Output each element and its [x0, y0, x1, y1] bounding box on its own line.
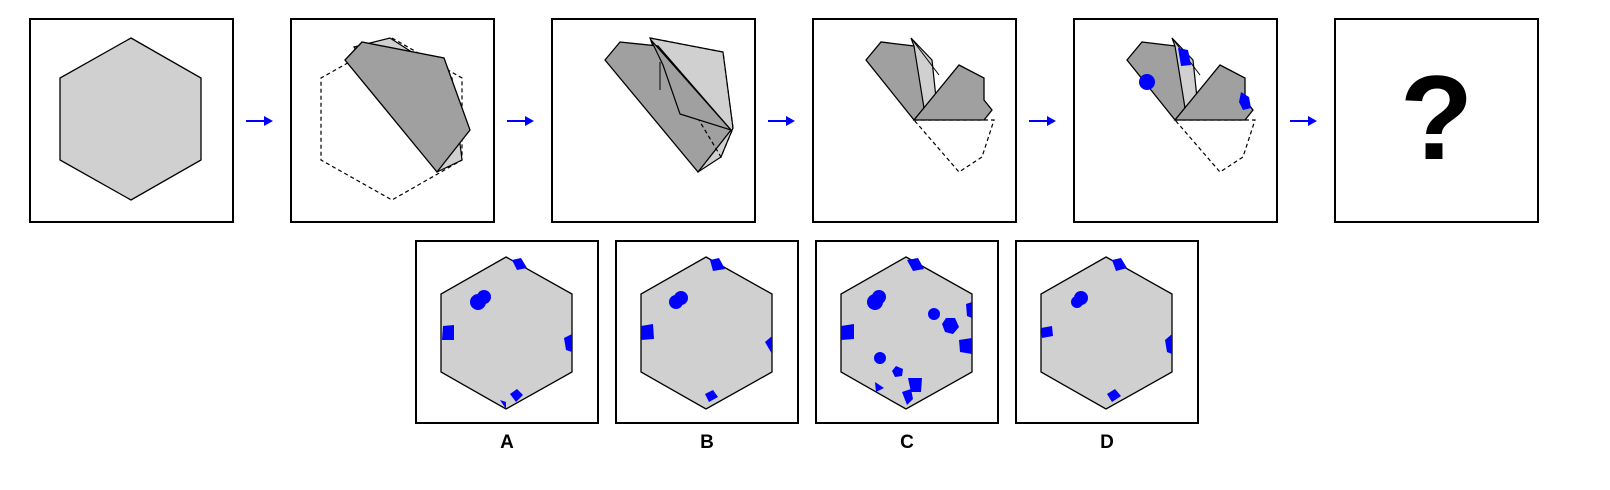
- step-1-panel: [29, 18, 234, 223]
- step-5-panel: [1073, 18, 1278, 223]
- option-c-label[interactable]: C: [900, 432, 914, 453]
- option-d-label[interactable]: D: [1100, 432, 1114, 453]
- option-c-hexagon: [840, 256, 973, 410]
- option-d-panel[interactable]: [1015, 240, 1199, 424]
- arrow-icon: [246, 116, 273, 126]
- punched-hole-square: [1178, 48, 1191, 66]
- third-fold-diagram: [865, 37, 995, 173]
- punched-folded-diagram: [1126, 37, 1256, 173]
- step-4-panel: [812, 18, 1017, 223]
- first-fold-diagram: [320, 37, 471, 201]
- question-mark: ?: [1399, 51, 1474, 185]
- arrow-icon: [507, 116, 534, 126]
- arrow-icon: [768, 116, 795, 126]
- option-b-hexagon: [640, 256, 773, 410]
- option-b-label[interactable]: B: [700, 432, 714, 453]
- arrow-icon: [1290, 116, 1317, 126]
- option-a-label[interactable]: A: [500, 432, 514, 453]
- arrow-icon: [1029, 116, 1056, 126]
- option-a-panel[interactable]: [415, 240, 599, 424]
- answer-placeholder-panel: ?: [1334, 18, 1539, 223]
- option-c-panel[interactable]: [815, 240, 999, 424]
- step-2-panel: [290, 18, 495, 223]
- step-3-panel: [551, 18, 756, 223]
- punched-hole-pentagon: [1239, 92, 1251, 110]
- second-fold-diagram: [604, 37, 734, 174]
- option-a-hexagon: [440, 256, 573, 410]
- option-d-hexagon: [1040, 256, 1173, 410]
- option-b-panel[interactable]: [615, 240, 799, 424]
- unfolded-hexagon-paper: [59, 37, 202, 201]
- punched-hole-circle: [1139, 74, 1155, 90]
